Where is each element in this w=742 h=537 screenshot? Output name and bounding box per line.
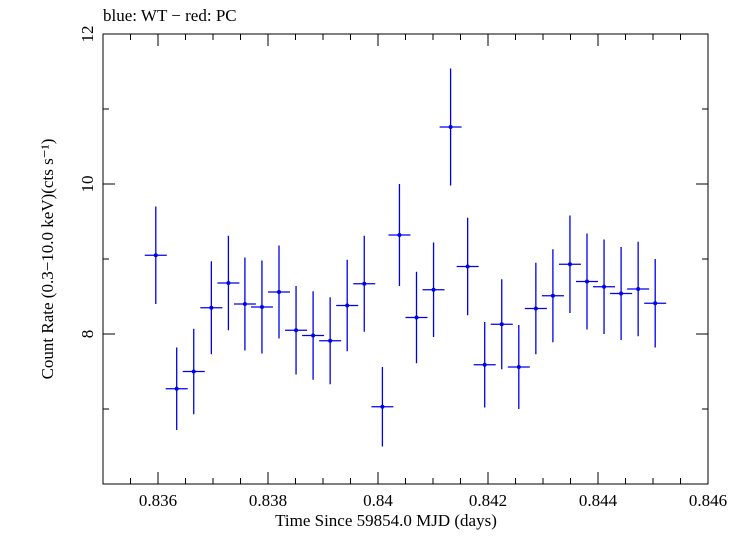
data-point	[259, 305, 264, 309]
data-point	[277, 290, 281, 294]
data-point	[294, 328, 299, 333]
data-point	[209, 305, 214, 310]
x-tick-label: 0.846	[689, 491, 727, 510]
data-point	[397, 233, 402, 237]
data-series	[144, 68, 667, 447]
data-point	[602, 284, 607, 289]
y-axis: 8 10 12	[78, 26, 708, 485]
data-point	[431, 287, 436, 292]
data-point	[636, 287, 641, 291]
data-point	[362, 281, 367, 286]
x-tick-label: 0.84	[363, 491, 393, 510]
x-tick-label: 0.842	[469, 491, 507, 510]
data-point	[242, 302, 247, 306]
data-point	[619, 291, 624, 296]
data-point	[174, 386, 179, 391]
data-point	[516, 365, 521, 369]
data-point	[482, 362, 487, 367]
data-point	[328, 338, 333, 343]
y-tick-label: 8	[78, 330, 97, 339]
data-point	[448, 125, 453, 129]
x-axis: 0.836 0.838 0.84 0.842 0.844 0.846	[102, 34, 727, 510]
data-point	[414, 315, 419, 320]
data-point	[550, 293, 555, 298]
y-axis-label: Count Rate (0.3−10.0 keV)(cts s⁻¹)	[38, 139, 57, 380]
data-point	[585, 279, 589, 284]
y-tick-label: 12	[78, 26, 97, 43]
data-point	[153, 253, 158, 258]
data-point	[567, 262, 572, 267]
chart-title: blue: WT − red: PC	[103, 6, 237, 25]
data-point	[226, 281, 231, 285]
data-point	[533, 306, 538, 311]
data-point	[345, 303, 350, 308]
data-point	[653, 301, 658, 306]
plot-frame	[102, 33, 709, 485]
series-group	[144, 68, 667, 447]
x-tick-label: 0.838	[249, 491, 287, 510]
x-axis-label: Time Since 59854.0 MJD (days)	[275, 511, 497, 530]
data-point	[311, 333, 316, 338]
y-tick-label: 10	[78, 176, 97, 193]
x-tick-label: 0.836	[139, 491, 177, 510]
data-point	[499, 322, 504, 327]
x-tick-label: 0.844	[579, 491, 618, 510]
data-point	[191, 369, 196, 374]
data-point	[465, 264, 470, 269]
data-point	[380, 404, 385, 409]
